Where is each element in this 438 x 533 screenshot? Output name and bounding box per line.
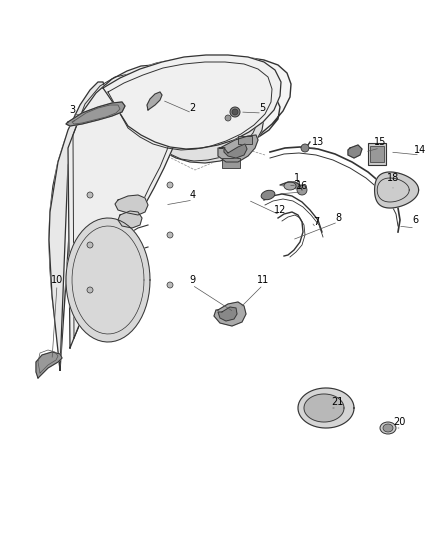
Polygon shape bbox=[118, 211, 142, 228]
Bar bbox=[368, 143, 386, 165]
Circle shape bbox=[87, 242, 93, 248]
Polygon shape bbox=[103, 55, 281, 149]
Text: 18: 18 bbox=[387, 173, 399, 183]
Polygon shape bbox=[145, 86, 264, 163]
Text: 14: 14 bbox=[414, 145, 426, 155]
Circle shape bbox=[87, 192, 93, 198]
Bar bbox=[370, 146, 384, 162]
Ellipse shape bbox=[284, 182, 296, 190]
Text: 4: 4 bbox=[190, 190, 196, 200]
Ellipse shape bbox=[261, 190, 275, 200]
Polygon shape bbox=[66, 218, 150, 342]
Text: 7: 7 bbox=[313, 217, 319, 227]
Polygon shape bbox=[147, 92, 162, 110]
Text: 11: 11 bbox=[257, 275, 269, 285]
Bar bbox=[222, 158, 240, 168]
Polygon shape bbox=[218, 135, 258, 162]
Text: 5: 5 bbox=[259, 103, 265, 113]
Text: 21: 21 bbox=[331, 397, 343, 407]
Polygon shape bbox=[348, 145, 362, 158]
Polygon shape bbox=[304, 394, 344, 422]
Text: 1: 1 bbox=[294, 173, 300, 183]
Polygon shape bbox=[36, 352, 62, 378]
Polygon shape bbox=[374, 172, 419, 208]
Polygon shape bbox=[49, 82, 105, 370]
Polygon shape bbox=[218, 307, 237, 321]
Polygon shape bbox=[49, 56, 291, 370]
Text: 13: 13 bbox=[312, 137, 324, 147]
Circle shape bbox=[230, 107, 240, 117]
Circle shape bbox=[87, 287, 93, 293]
Circle shape bbox=[232, 109, 238, 115]
Circle shape bbox=[225, 115, 231, 121]
Ellipse shape bbox=[380, 422, 396, 434]
Polygon shape bbox=[224, 144, 247, 158]
Polygon shape bbox=[68, 65, 184, 348]
Text: 12: 12 bbox=[274, 205, 286, 215]
Polygon shape bbox=[66, 102, 125, 126]
Text: 3: 3 bbox=[69, 105, 75, 115]
Text: 10: 10 bbox=[51, 275, 63, 285]
Text: 8: 8 bbox=[335, 213, 341, 223]
Text: 9: 9 bbox=[189, 275, 195, 285]
Bar bbox=[238, 136, 252, 144]
Polygon shape bbox=[214, 302, 246, 326]
Text: 15: 15 bbox=[374, 137, 386, 147]
Circle shape bbox=[167, 282, 173, 288]
Polygon shape bbox=[115, 195, 148, 215]
Text: 16: 16 bbox=[296, 181, 308, 191]
Polygon shape bbox=[298, 388, 354, 428]
Circle shape bbox=[301, 144, 309, 152]
Polygon shape bbox=[280, 182, 302, 190]
Text: 6: 6 bbox=[412, 215, 418, 225]
Text: 2: 2 bbox=[189, 103, 195, 113]
Circle shape bbox=[167, 232, 173, 238]
Ellipse shape bbox=[383, 424, 393, 432]
Circle shape bbox=[297, 185, 307, 195]
Circle shape bbox=[167, 182, 173, 188]
Text: 20: 20 bbox=[393, 417, 405, 427]
